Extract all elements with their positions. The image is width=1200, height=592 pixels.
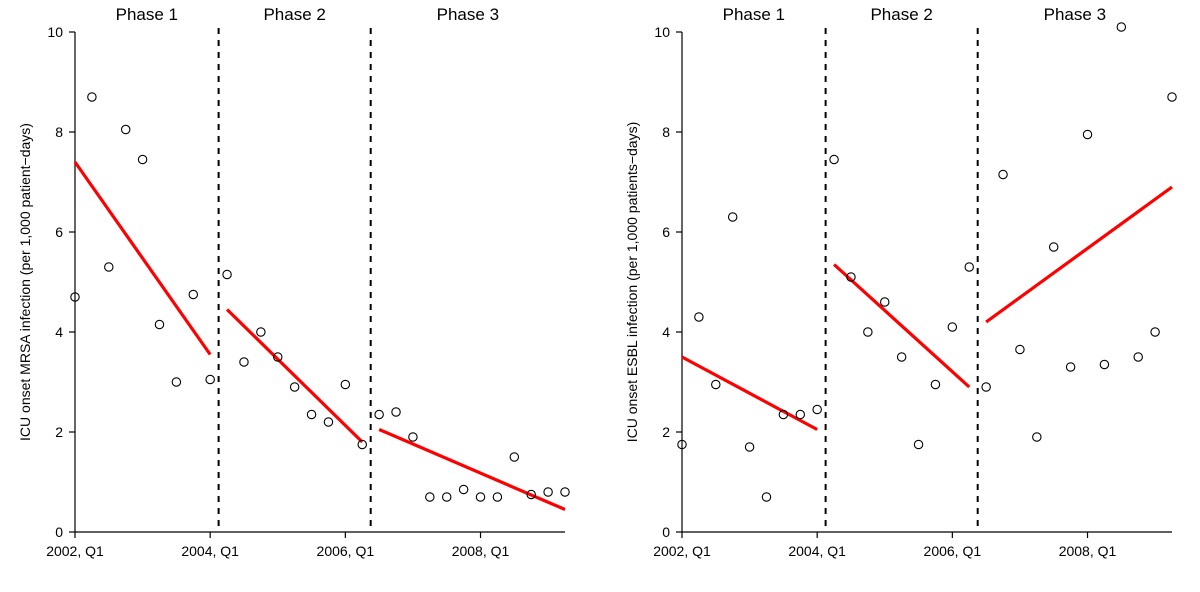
y-tick-label: 8	[55, 124, 63, 140]
y-tick-label: 6	[662, 224, 670, 240]
data-point	[510, 453, 518, 461]
data-point	[864, 328, 872, 336]
data-point	[476, 493, 484, 501]
data-point	[1117, 23, 1125, 31]
phase-label-3: Phase 3	[1044, 5, 1106, 24]
data-point	[1066, 363, 1074, 371]
data-point	[409, 433, 417, 441]
data-point	[172, 378, 180, 386]
trend-line-phase-2	[834, 265, 969, 388]
data-point	[931, 380, 939, 388]
trend-line-phase-2	[227, 310, 362, 443]
trend-line-phase-3	[986, 187, 1172, 322]
data-point	[1134, 353, 1142, 361]
y-tick-label: 10	[654, 24, 670, 40]
data-point	[561, 488, 569, 496]
data-point	[307, 410, 315, 418]
x-tick-label: 2004, Q1	[181, 543, 239, 559]
x-tick-label: 2008, Q1	[452, 543, 510, 559]
y-tick-label: 0	[55, 524, 63, 540]
data-point	[189, 290, 197, 298]
y-tick-label: 4	[55, 324, 63, 340]
y-axis-label: ICU onset MRSA infection (per 1,000 pati…	[17, 123, 33, 441]
y-tick-label: 10	[47, 24, 63, 40]
data-point	[443, 493, 451, 501]
data-point	[138, 155, 146, 163]
phase-label-1: Phase 1	[723, 5, 785, 24]
y-axis-label: ICU onset ESBL infection (per 1,000 pati…	[624, 122, 640, 443]
trend-line-phase-3	[379, 430, 565, 510]
data-point	[88, 93, 96, 101]
data-point	[1083, 130, 1091, 138]
trend-line-phase-1	[75, 162, 210, 355]
y-tick-label: 2	[55, 424, 63, 440]
data-point	[392, 408, 400, 416]
data-point	[1033, 433, 1041, 441]
data-point	[745, 443, 753, 451]
y-tick-label: 6	[55, 224, 63, 240]
data-point	[426, 493, 434, 501]
x-tick-label: 2008, Q1	[1059, 543, 1117, 559]
x-tick-label: 2006, Q1	[317, 543, 375, 559]
trend-line-phase-1	[682, 357, 817, 430]
data-point	[375, 410, 383, 418]
figure-root: Phase 1Phase 2Phase 32002, Q12004, Q1200…	[0, 0, 1200, 587]
data-point	[1151, 328, 1159, 336]
data-point	[290, 383, 298, 391]
data-point	[948, 323, 956, 331]
y-tick-label: 0	[662, 524, 670, 540]
data-point	[897, 353, 905, 361]
data-point	[999, 170, 1007, 178]
y-tick-label: 8	[662, 124, 670, 140]
data-point	[459, 485, 467, 493]
data-point	[914, 440, 922, 448]
data-point	[341, 380, 349, 388]
x-tick-label: 2004, Q1	[788, 543, 846, 559]
phase-label-2: Phase 2	[870, 5, 932, 24]
data-point	[796, 410, 804, 418]
data-point	[965, 263, 973, 271]
data-point	[544, 488, 552, 496]
data-point	[493, 493, 501, 501]
data-point	[1016, 345, 1024, 353]
data-point	[223, 270, 231, 278]
data-point	[712, 380, 720, 388]
y-tick-label: 2	[662, 424, 670, 440]
x-tick-label: 2006, Q1	[924, 543, 982, 559]
phase-label-2: Phase 2	[263, 5, 325, 24]
data-point	[881, 298, 889, 306]
x-tick-label: 2002, Q1	[653, 543, 711, 559]
data-point	[257, 328, 265, 336]
data-point	[155, 320, 163, 328]
data-point	[1100, 360, 1108, 368]
data-point	[830, 155, 838, 163]
data-point	[121, 125, 129, 133]
y-tick-label: 4	[662, 324, 670, 340]
phase-label-3: Phase 3	[437, 5, 499, 24]
data-point	[1168, 93, 1176, 101]
data-point	[324, 418, 332, 426]
x-tick-label: 2002, Q1	[46, 543, 104, 559]
data-point	[762, 493, 770, 501]
data-point	[728, 213, 736, 221]
data-point	[1050, 243, 1058, 251]
panel-left: Phase 1 Phase 2 Phase 3 2002, Q1 2004, Q1 200…	[17, 5, 569, 559]
data-point	[695, 313, 703, 321]
data-point	[105, 263, 113, 271]
data-point	[813, 405, 821, 413]
panel-right: Phase 1 Phase 2 Phase 3 2002, Q1 2004, Q1 200…	[624, 5, 1176, 559]
data-point	[206, 375, 214, 383]
data-point	[240, 358, 248, 366]
phase-label-1: Phase 1	[116, 5, 178, 24]
data-point	[982, 383, 990, 391]
